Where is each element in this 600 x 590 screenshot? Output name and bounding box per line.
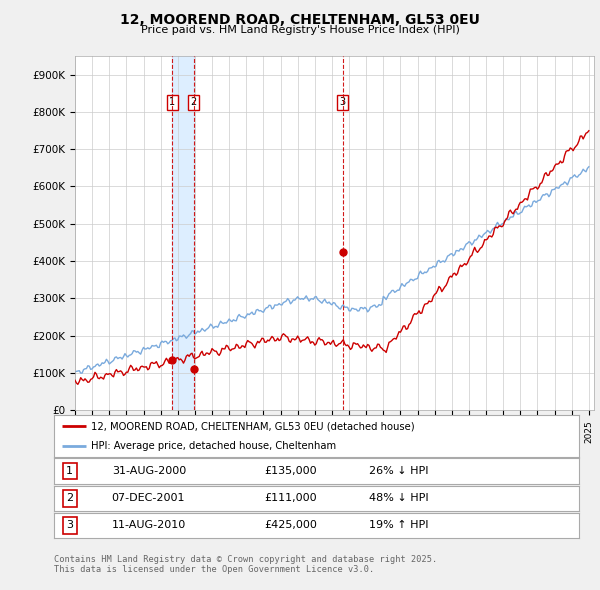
Text: 2: 2	[190, 97, 197, 107]
Text: £135,000: £135,000	[264, 466, 317, 476]
Text: Contains HM Land Registry data © Crown copyright and database right 2025.
This d: Contains HM Land Registry data © Crown c…	[54, 555, 437, 574]
Text: 19% ↑ HPI: 19% ↑ HPI	[369, 520, 428, 530]
Text: 1: 1	[66, 466, 73, 476]
Text: 12, MOOREND ROAD, CHELTENHAM, GL53 0EU (detached house): 12, MOOREND ROAD, CHELTENHAM, GL53 0EU (…	[91, 421, 415, 431]
Text: Price paid vs. HM Land Registry's House Price Index (HPI): Price paid vs. HM Land Registry's House …	[140, 25, 460, 35]
Text: 3: 3	[340, 97, 346, 107]
Text: 3: 3	[66, 520, 73, 530]
Text: HPI: Average price, detached house, Cheltenham: HPI: Average price, detached house, Chel…	[91, 441, 336, 451]
Text: 48% ↓ HPI: 48% ↓ HPI	[369, 493, 428, 503]
Text: 26% ↓ HPI: 26% ↓ HPI	[369, 466, 428, 476]
Text: 31-AUG-2000: 31-AUG-2000	[112, 466, 186, 476]
Text: 1: 1	[169, 97, 175, 107]
Text: 12, MOOREND ROAD, CHELTENHAM, GL53 0EU: 12, MOOREND ROAD, CHELTENHAM, GL53 0EU	[120, 13, 480, 27]
Text: £111,000: £111,000	[264, 493, 317, 503]
Text: 2: 2	[66, 493, 73, 503]
Text: £425,000: £425,000	[264, 520, 317, 530]
Text: 11-AUG-2010: 11-AUG-2010	[112, 520, 186, 530]
Text: 07-DEC-2001: 07-DEC-2001	[112, 493, 185, 503]
Bar	[172, 56, 194, 410]
